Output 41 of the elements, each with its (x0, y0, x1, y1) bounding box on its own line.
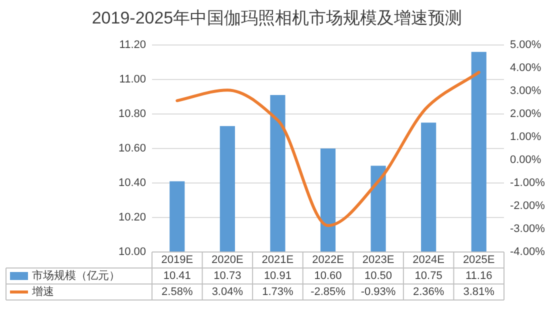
data-label: 3.81% (463, 286, 495, 298)
y-tick-label: 10.00 (118, 246, 146, 258)
data-label: 1.73% (262, 286, 294, 298)
y2-tick-label: -1.00% (510, 177, 546, 189)
data-label: 2.58% (162, 286, 193, 298)
x-tick-label: 2025E (462, 254, 495, 266)
y2-tick-label: 4.00% (510, 62, 542, 74)
y2-tick-label: 5.00% (510, 39, 542, 51)
y-tick-label: 10.40 (118, 177, 146, 189)
y2-tick-label: 2.00% (510, 108, 542, 120)
data-label: -0.93% (360, 286, 396, 298)
x-tick-label: 2019E (161, 254, 194, 266)
chart-title: 2019-2025年中国伽玛照相机市场规模及增速预测 (92, 8, 462, 28)
x-tick-label: 2021E (262, 254, 294, 266)
y-tick-label: 10.80 (118, 108, 146, 120)
y2-tick-label: 0.00% (510, 154, 542, 166)
x-tick-label: 2020E (212, 254, 244, 266)
y-tick-label: 10.60 (118, 142, 146, 154)
legend-label: 市场规模（亿元） (32, 269, 120, 282)
y2-tick-label: 3.00% (510, 85, 542, 97)
data-label: 10.60 (314, 270, 342, 282)
x-tick-label: 2024E (412, 254, 444, 266)
x-tick-label: 2022E (312, 254, 344, 266)
y2-tick-label: -4.00% (510, 246, 546, 258)
y-tick-label: 10.20 (118, 212, 146, 224)
data-label: 2.36% (412, 286, 444, 298)
legend-label: 增速 (31, 285, 54, 298)
y2-tick-label: -3.00% (510, 223, 546, 235)
data-label: 10.73 (214, 270, 242, 282)
data-label: 10.41 (163, 270, 191, 282)
data-label: 11.16 (466, 270, 492, 282)
data-label: 3.04% (212, 286, 244, 298)
x-tick-label: 2023E (362, 254, 394, 266)
y-tick-label: 11.00 (119, 74, 146, 86)
y2-tick-label: 1.00% (510, 131, 542, 143)
data-label: 10.91 (264, 270, 292, 282)
y-tick-label: 11.20 (119, 39, 146, 51)
data-label: -2.85% (310, 286, 346, 298)
data-label: 10.75 (414, 270, 442, 282)
data-label: 10.50 (364, 270, 392, 282)
y2-tick-label: -2.00% (510, 200, 546, 212)
